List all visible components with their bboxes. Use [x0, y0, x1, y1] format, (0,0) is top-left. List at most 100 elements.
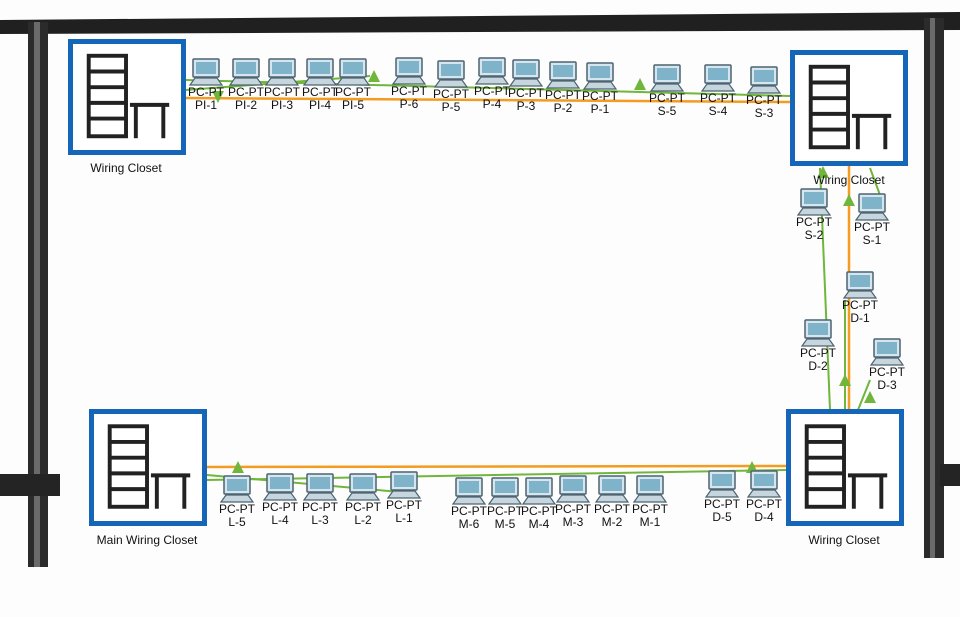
pc-d-3[interactable]: PC-PT D-3: [866, 338, 908, 392]
pc-p-1[interactable]: PC-PT P-1: [579, 62, 621, 116]
pc-type: PC-PT: [335, 85, 371, 99]
pc-workstation-icon: [387, 471, 421, 499]
rack-desk-icon: [86, 53, 170, 139]
pc-p-5[interactable]: PC-PT P-5: [430, 60, 472, 114]
pc-name: S-5: [657, 104, 677, 118]
pc-d-1[interactable]: PC-PT D-1: [839, 271, 881, 325]
pc-pi-1[interactable]: PC-PT PI-1: [185, 58, 227, 112]
wiring-closet-top-left[interactable]: [68, 39, 186, 155]
backbone-cable-bottom: [206, 464, 787, 469]
pc-label: PC-PT S-1: [851, 221, 893, 247]
pc-type: PC-PT: [700, 91, 736, 105]
pc-label: PC-PT P-5: [430, 88, 472, 114]
pc-m-1[interactable]: PC-PT M-1: [629, 475, 671, 529]
pc-type: PC-PT: [854, 220, 890, 234]
pc-workstation-icon: [265, 58, 299, 86]
pc-type: PC-PT: [746, 93, 782, 107]
pc-name: P-3: [516, 99, 536, 113]
pc-type: PC-PT: [545, 88, 581, 102]
pc-label: PC-PT S-2: [793, 216, 835, 242]
link-arrow-icon: [746, 461, 758, 473]
pc-m-4[interactable]: PC-PT M-4: [518, 477, 560, 531]
pc-m-6[interactable]: PC-PT M-6: [448, 477, 490, 531]
pc-type: PC-PT: [487, 504, 523, 518]
main-wiring-closet[interactable]: [89, 409, 207, 526]
pc-label: PC-PT D-4: [743, 498, 785, 524]
backbone-cable-top: [185, 96, 791, 104]
pc-l-1[interactable]: PC-PT L-1: [383, 471, 425, 525]
pc-name: D-5: [712, 510, 732, 524]
pc-p-6[interactable]: PC-PT P-6: [388, 57, 430, 111]
pc-type: PC-PT: [188, 85, 224, 99]
pc-workstation-icon: [747, 66, 781, 94]
wiring-closet-bottom-right[interactable]: [786, 409, 904, 526]
pc-name: S-2: [804, 228, 824, 242]
pc-s-1[interactable]: PC-PT S-1: [851, 193, 893, 247]
pc-workstation-icon: [747, 470, 781, 498]
pc-s-5[interactable]: PC-PT S-5: [646, 64, 688, 118]
pc-p-2[interactable]: PC-PT P-2: [542, 61, 584, 115]
wiring-closet-top-right[interactable]: [790, 50, 908, 166]
pc-l-5[interactable]: PC-PT L-5: [216, 475, 258, 529]
pc-p-4[interactable]: PC-PT P-4: [471, 57, 513, 111]
pc-l-2[interactable]: PC-PT L-2: [342, 473, 384, 527]
pc-label: PC-PT PI-1: [185, 86, 227, 112]
pc-name: D-4: [754, 510, 774, 524]
closet-label-bottom-right: Wiring Closet: [808, 533, 880, 547]
pc-workstation-icon: [189, 58, 223, 86]
pc-pi-4[interactable]: PC-PT PI-4: [299, 58, 341, 112]
pc-workstation-icon: [452, 477, 486, 505]
pc-s-3[interactable]: PC-PT S-3: [743, 66, 785, 120]
pc-type: PC-PT: [582, 89, 618, 103]
pc-s-4[interactable]: PC-PT S-4: [697, 64, 739, 118]
pc-type: PC-PT: [302, 85, 338, 99]
pc-workstation-icon: [303, 473, 337, 501]
link-arrow-icon: [864, 391, 876, 403]
pc-label: PC-PT P-3: [505, 87, 547, 113]
pc-cable-right-d: [857, 379, 871, 411]
pc-type: PC-PT: [746, 497, 782, 511]
pc-name: L-2: [354, 513, 372, 527]
pc-type: PC-PT: [219, 502, 255, 516]
pc-workstation-icon: [220, 475, 254, 503]
pc-type: PC-PT: [302, 500, 338, 514]
pc-l-4[interactable]: PC-PT L-4: [259, 473, 301, 527]
pc-m-2[interactable]: PC-PT M-2: [591, 475, 633, 529]
pc-d-5[interactable]: PC-PT D-5: [701, 470, 743, 524]
pc-d-4[interactable]: PC-PT D-4: [743, 470, 785, 524]
pc-pi-2[interactable]: PC-PT PI-2: [225, 58, 267, 112]
pc-name: M-4: [528, 517, 550, 531]
pc-m-5[interactable]: PC-PT M-5: [484, 477, 526, 531]
pc-name: L-3: [311, 513, 329, 527]
pc-label: PC-PT D-3: [866, 366, 908, 392]
wall-top: [0, 12, 960, 34]
pc-name: D-2: [808, 359, 828, 373]
pc-name: D-3: [877, 378, 897, 392]
pc-name: D-1: [850, 311, 870, 325]
pc-workstation-icon: [522, 477, 556, 505]
pc-workstation-icon: [843, 271, 877, 299]
pc-workstation-icon: [509, 59, 543, 87]
pc-name: P-6: [399, 97, 419, 111]
pc-p-3[interactable]: PC-PT P-3: [505, 59, 547, 113]
pc-type: PC-PT: [800, 346, 836, 360]
pc-pi-5[interactable]: PC-PT PI-5: [332, 58, 374, 112]
pc-s-2[interactable]: PC-PT S-2: [793, 188, 835, 242]
pc-type: PC-PT: [451, 504, 487, 518]
pc-label: PC-PT PI-5: [332, 86, 374, 112]
pc-workstation-icon: [870, 338, 904, 366]
link-arrow-icon: [232, 461, 244, 473]
pc-workstation-icon: [346, 473, 380, 501]
pc-pi-3[interactable]: PC-PT PI-3: [261, 58, 303, 112]
closet-label-top-right: Wiring Closet: [813, 173, 885, 187]
pc-m-3[interactable]: PC-PT M-3: [552, 475, 594, 529]
pc-workstation-icon: [263, 473, 297, 501]
pc-workstation-icon: [556, 475, 590, 503]
pc-l-3[interactable]: PC-PT L-3: [299, 473, 341, 527]
pc-label: PC-PT M-2: [591, 503, 633, 529]
pc-name: L-5: [228, 515, 246, 529]
pc-workstation-icon: [855, 193, 889, 221]
pc-name: PI-5: [341, 98, 364, 112]
pc-label: PC-PT D-2: [797, 347, 839, 373]
pc-d-2[interactable]: PC-PT D-2: [797, 319, 839, 373]
